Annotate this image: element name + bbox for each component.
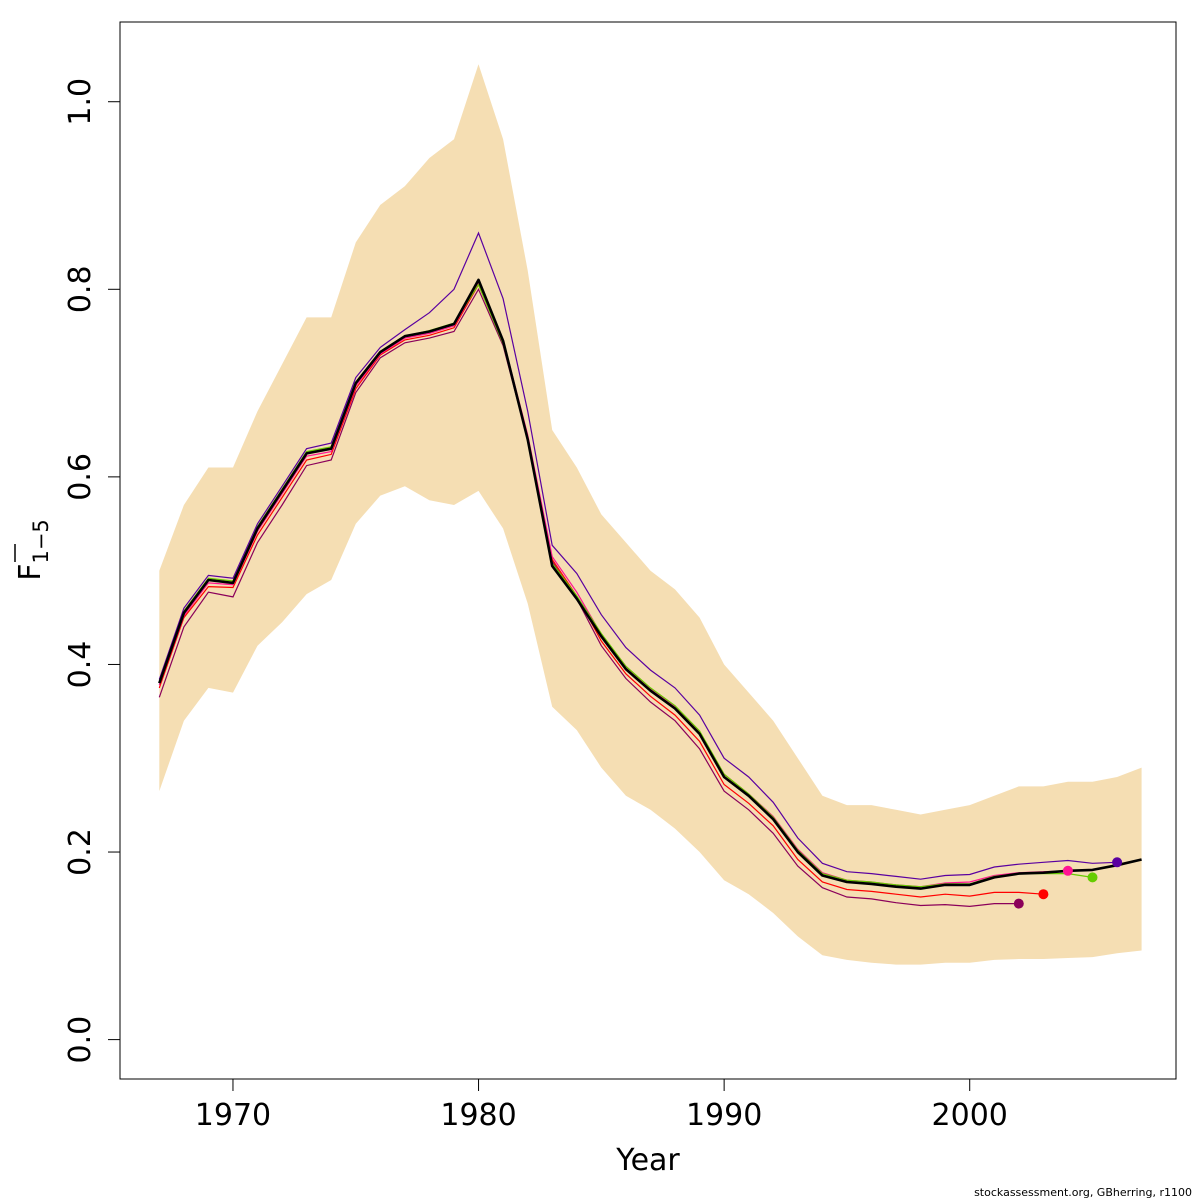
x-tick-label-1990: 1990 (686, 1098, 762, 1133)
retro-endpoint-2005 (1087, 872, 1098, 883)
y-tick-label-3: 0.6 (63, 453, 98, 501)
y-tick-label-1: 0.2 (63, 828, 98, 876)
retro-line-2006 (158, 231, 1118, 880)
main-estimate-line (158, 278, 1142, 890)
confidence-band (159, 64, 1142, 965)
credit-text: stockassessment.org, GBherring, r1100 (974, 1186, 1192, 1199)
x-axis-title: Year (615, 1143, 680, 1178)
retro-endpoint-2002 (1013, 898, 1024, 909)
retro-line-2002 (158, 287, 1019, 908)
y-axis-subscript: 1−5 (29, 519, 53, 563)
y-tick-label-0: 0.0 (63, 1016, 98, 1064)
retro-endpoint-2004 (1062, 865, 1073, 876)
retro-endpoint-2003 (1038, 889, 1049, 900)
x-tick-label-1970: 1970 (195, 1098, 271, 1133)
svg-text:F1−5: F1−5 (13, 519, 53, 581)
y-tick-label-4: 0.8 (63, 265, 98, 313)
retro-line-2003 (158, 283, 1044, 898)
y-tick-label-2: 0.4 (63, 641, 98, 689)
x-tick-label-2000: 2000 (932, 1098, 1008, 1133)
y-axis-symbol: F (13, 564, 48, 581)
y-tick-label-5: 1.0 (63, 78, 98, 126)
retro-endpoint-2006 (1112, 857, 1123, 868)
x-tick-label-1980: 1980 (440, 1098, 516, 1133)
y-axis-title: F1−5 (13, 519, 53, 581)
